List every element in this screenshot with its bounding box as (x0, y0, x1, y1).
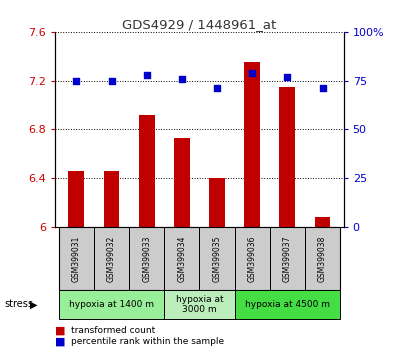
Bar (94, 227, 129, 290)
Text: percentile rank within the sample: percentile rank within the sample (71, 337, 224, 346)
Bar (209, 178, 225, 227)
Bar (129, 227, 164, 290)
Bar (164, 227, 199, 290)
Bar (280, 87, 295, 227)
Bar (305, 227, 340, 290)
Text: GSM399038: GSM399038 (318, 235, 327, 282)
Point (179, 76, 185, 81)
Text: GSM399037: GSM399037 (283, 235, 292, 282)
Bar (235, 227, 270, 290)
Text: stress: stress (4, 299, 33, 309)
Text: GSM399033: GSM399033 (142, 235, 151, 282)
Bar (59, 290, 164, 319)
Bar (174, 138, 190, 227)
Text: GSM399034: GSM399034 (177, 235, 186, 282)
Bar (68, 171, 84, 227)
Point (320, 85, 326, 91)
Text: hypoxia at 4500 m: hypoxia at 4500 m (245, 300, 330, 309)
Text: ■: ■ (55, 337, 66, 347)
Point (214, 85, 220, 91)
Text: ■: ■ (55, 326, 66, 336)
Title: GDS4929 / 1448961_at: GDS4929 / 1448961_at (122, 18, 276, 31)
Text: GSM399036: GSM399036 (248, 235, 257, 282)
Text: hypoxia at
3000 m: hypoxia at 3000 m (176, 295, 223, 314)
Point (143, 72, 150, 78)
Point (249, 70, 256, 76)
Bar (245, 62, 260, 227)
Point (73, 78, 79, 84)
Text: GSM399032: GSM399032 (107, 235, 116, 282)
Text: transformed count: transformed count (71, 326, 155, 336)
Bar (315, 217, 331, 227)
Bar (103, 171, 119, 227)
Text: hypoxia at 1400 m: hypoxia at 1400 m (69, 300, 154, 309)
Bar (139, 115, 154, 227)
Bar (235, 290, 340, 319)
Point (108, 78, 115, 84)
Bar (199, 227, 235, 290)
Point (284, 74, 291, 80)
Text: GSM399035: GSM399035 (213, 235, 222, 282)
Text: GSM399031: GSM399031 (72, 235, 81, 282)
Text: ▶: ▶ (30, 299, 37, 309)
Bar (270, 227, 305, 290)
Bar (59, 227, 94, 290)
Bar (164, 290, 235, 319)
